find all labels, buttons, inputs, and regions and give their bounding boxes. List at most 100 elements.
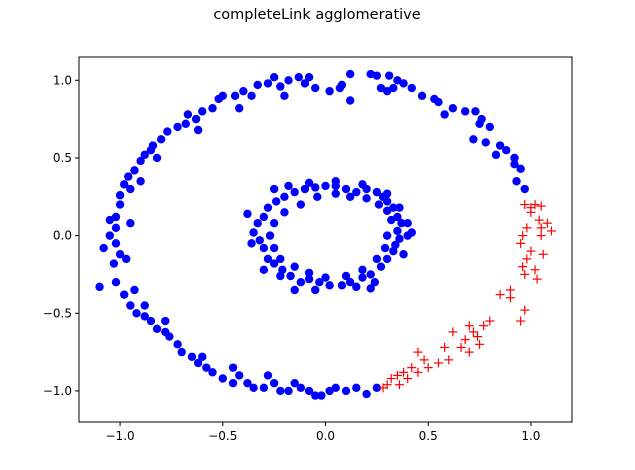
cluster-red-point xyxy=(520,200,530,210)
cluster-blue-point xyxy=(502,145,511,155)
cluster-blue-point xyxy=(372,71,382,80)
cluster-blue-point xyxy=(475,119,484,128)
cluster-blue-point xyxy=(115,191,125,200)
cluster-blue-point xyxy=(304,178,314,188)
cluster-blue-point xyxy=(325,281,334,290)
cluster-blue-point xyxy=(109,259,119,268)
cluster-blue-point xyxy=(276,82,285,91)
cluster-blue-point xyxy=(259,265,269,274)
cluster-blue-point xyxy=(284,76,293,85)
cluster-blue-point xyxy=(173,122,182,132)
cluster-blue-point xyxy=(393,226,402,236)
cluster-red-point xyxy=(407,363,417,373)
cluster-blue-point xyxy=(337,80,347,90)
cluster-blue-point xyxy=(311,83,320,93)
cluster-red-point xyxy=(433,358,443,368)
x-tick-label: −1.0 xyxy=(106,429,135,443)
cluster-blue-point xyxy=(313,192,322,201)
cluster-red-point xyxy=(473,332,483,342)
y-tick-label: 1.0 xyxy=(53,73,72,87)
cluster-red-point xyxy=(516,238,526,248)
cluster-red-point xyxy=(542,218,552,228)
cluster-blue-point xyxy=(403,218,412,228)
cluster-blue-point xyxy=(284,386,293,396)
cluster-blue-point xyxy=(374,200,384,209)
cluster-blue-point xyxy=(352,282,361,292)
cluster-blue-point xyxy=(286,271,295,281)
cluster-red-point xyxy=(444,355,454,365)
cluster-blue-point xyxy=(265,231,275,240)
cluster-blue-point xyxy=(345,69,355,79)
cluster-red-point xyxy=(520,305,530,315)
cluster-blue-point xyxy=(403,231,412,240)
cluster-blue-point xyxy=(193,125,203,135)
cluster-blue-point xyxy=(296,200,306,209)
cluster-blue-point xyxy=(156,135,166,144)
cluster-red-point xyxy=(530,200,540,210)
cluster-blue-point xyxy=(331,189,340,198)
cluster-blue-point xyxy=(290,285,299,295)
points-layer xyxy=(95,69,556,400)
cluster-blue-point xyxy=(395,203,404,212)
cluster-red-point xyxy=(516,316,526,326)
cluster-blue-point xyxy=(358,265,367,274)
cluster-blue-point xyxy=(247,239,256,248)
cluster-blue-point xyxy=(311,183,320,192)
x-tick-label: 0.5 xyxy=(419,429,438,443)
cluster-red-point xyxy=(403,374,413,384)
cluster-red-point xyxy=(479,321,489,331)
cluster-red-point xyxy=(536,201,546,211)
cluster-blue-point xyxy=(294,72,303,82)
x-tick-label: −0.5 xyxy=(208,429,237,443)
cluster-blue-point xyxy=(115,250,125,259)
cluster-red-point xyxy=(536,223,546,233)
cluster-blue-point xyxy=(280,192,289,201)
cluster-blue-point xyxy=(152,324,162,334)
cluster-blue-point xyxy=(491,150,501,160)
cluster-blue-point xyxy=(362,389,371,399)
cluster-blue-point xyxy=(146,145,156,155)
y-tick-label: 0.0 xyxy=(53,229,72,243)
cluster-blue-point xyxy=(399,79,408,88)
cluster-blue-point xyxy=(395,234,404,243)
cluster-blue-point xyxy=(315,278,324,287)
cluster-blue-point xyxy=(389,246,398,256)
cluster-blue-point xyxy=(341,271,351,281)
cluster-blue-point xyxy=(296,383,306,393)
cluster-blue-point xyxy=(259,212,269,222)
cluster-blue-point xyxy=(481,138,490,147)
cluster-blue-point xyxy=(105,231,115,240)
cluster-blue-point xyxy=(269,378,279,388)
cluster-blue-point xyxy=(296,278,306,287)
cluster-red-point xyxy=(419,355,429,365)
cluster-blue-point xyxy=(191,114,201,124)
cluster-blue-point xyxy=(263,79,273,88)
cluster-blue-point xyxy=(276,254,285,264)
ticks-layer: −1.0 −0.5 0.0 0.5 1.0 1.0 0.5 0.0 −0.5 −1.0 xyxy=(43,73,541,443)
cluster-red-point xyxy=(413,347,423,357)
cluster-blue-point xyxy=(345,96,355,105)
cluster-blue-point xyxy=(352,187,361,197)
cluster-blue-point xyxy=(352,383,361,393)
cluster-blue-point xyxy=(358,180,367,189)
cluster-red-point xyxy=(394,380,404,390)
cluster-blue-point xyxy=(152,153,162,163)
cluster-blue-point xyxy=(382,189,392,198)
cluster-blue-point xyxy=(331,177,340,186)
cluster-blue-point xyxy=(243,378,252,388)
cluster-blue-point xyxy=(249,228,258,237)
cluster-blue-point xyxy=(495,141,505,150)
cluster-blue-point xyxy=(370,278,379,287)
cluster-blue-point xyxy=(382,231,392,240)
cluster-blue-point xyxy=(173,340,182,349)
cluster-blue-point xyxy=(304,274,314,284)
cluster-blue-point xyxy=(397,218,406,228)
cluster-blue-point xyxy=(460,107,470,116)
cluster-blue-point xyxy=(126,218,135,228)
cluster-blue-point xyxy=(362,194,371,203)
cluster-blue-point xyxy=(276,271,285,281)
cluster-blue-point xyxy=(136,156,145,166)
cluster-blue-point xyxy=(399,250,408,259)
